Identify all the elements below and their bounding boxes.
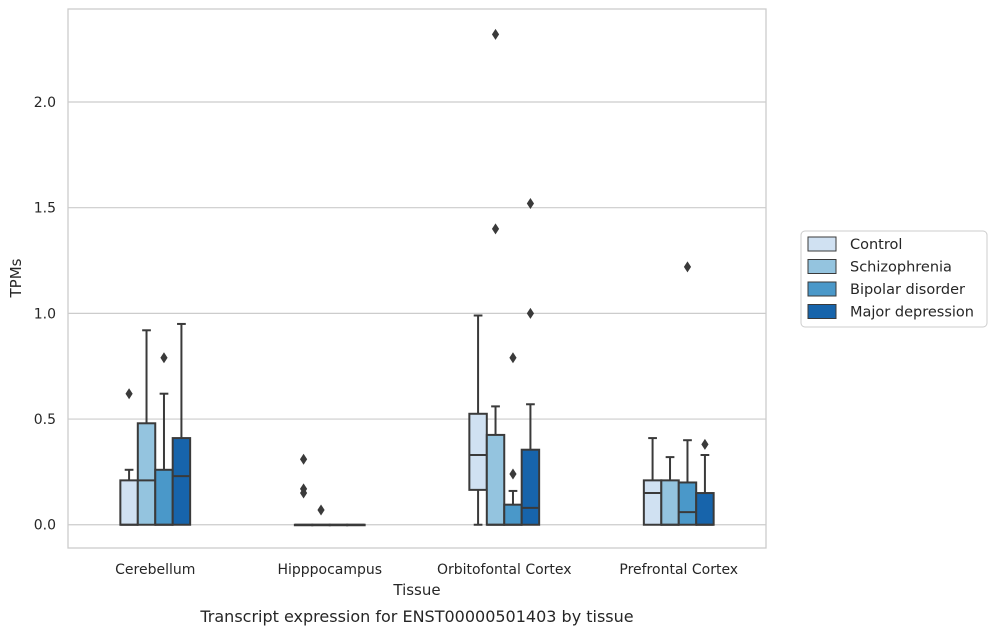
box-control <box>119 388 139 526</box>
outlier-point <box>683 261 692 273</box>
box-bipolar-disorder <box>677 261 698 526</box>
box-iqr <box>660 479 680 526</box>
box-iqr <box>642 479 663 526</box>
x-ticks: Cerebellum Hipppocampus Orbitofontal Corte… <box>115 562 738 578</box>
y-tick-label: 0.0 <box>34 518 56 534</box>
box-iqr <box>171 437 192 526</box>
box-schizophrenia <box>136 329 157 526</box>
legend-label: Major depression <box>850 305 974 321</box>
legend-label: Schizophrenia <box>850 260 952 276</box>
legend-swatch <box>807 281 837 297</box>
outlier-point <box>701 438 709 450</box>
y-tick-label: 0.5 <box>34 412 56 428</box>
box-iqr <box>136 422 157 526</box>
legend: Control Schizophrenia Bipolar disorder Majo… <box>800 230 988 328</box>
box-major-depression <box>695 438 715 526</box>
x-tick-label: Cerebellum <box>115 562 195 578</box>
outlier-point <box>317 504 325 516</box>
outlier-point <box>509 468 517 480</box>
legend-frame <box>800 230 988 328</box>
outlier-point <box>491 28 500 40</box>
outlier-point <box>509 352 517 364</box>
box-major-depression <box>171 322 192 526</box>
box-iqr <box>119 479 139 526</box>
outlier-point <box>160 352 168 364</box>
x-axis-label: Tissue <box>392 581 440 599</box>
plot-frame <box>67 8 767 549</box>
outlier-point <box>125 388 133 400</box>
legend-swatch <box>807 304 837 319</box>
box-schizophrenia <box>485 28 506 526</box>
legend-label: Bipolar disorder <box>850 282 965 298</box>
x-tick-label: Hipppocampus <box>277 562 382 578</box>
x-tick-label: Orbitofontal Cortex <box>437 562 572 578</box>
box-bipolar-disorder <box>503 352 523 526</box>
y-tick-label: 1.5 <box>34 201 56 217</box>
box-iqr <box>520 448 541 526</box>
outlier-point <box>491 223 500 235</box>
y-axis-label: TPMs <box>7 258 25 298</box>
legend-swatch <box>807 259 837 274</box>
box-iqr <box>503 503 523 526</box>
box-major-depression <box>520 197 541 526</box>
box-iqr <box>485 433 506 526</box>
box-iqr <box>677 481 698 526</box>
legend-swatch <box>807 236 837 252</box>
box-major-depression <box>346 523 366 527</box>
chart-caption: Transcript expression for ENST0000050140… <box>199 607 633 626</box>
box-schizophrenia <box>660 456 680 526</box>
y-tick-label: 1.0 <box>34 306 56 322</box>
boxes <box>119 28 715 527</box>
x-tick-label: Prefrontal Cortex <box>619 562 738 578</box>
box-control <box>468 314 488 526</box>
box-control <box>293 453 314 527</box>
outlier-point <box>526 307 535 319</box>
outlier-point <box>526 197 535 209</box>
box-iqr <box>695 492 715 526</box>
box-bipolar-disorder <box>328 523 349 527</box>
box-control <box>642 437 663 526</box>
box-iqr <box>468 412 488 491</box>
outlier-point <box>299 453 308 465</box>
box-iqr <box>154 468 174 526</box>
legend-label: Control <box>850 237 902 253</box>
y-ticks: 0.0 0.5 1.0 1.5 2.0 <box>34 95 56 534</box>
box-bipolar-disorder <box>154 352 174 526</box>
y-tick-label: 2.0 <box>34 95 56 111</box>
box-schizophrenia <box>311 504 331 527</box>
outlier-point <box>299 483 308 495</box>
